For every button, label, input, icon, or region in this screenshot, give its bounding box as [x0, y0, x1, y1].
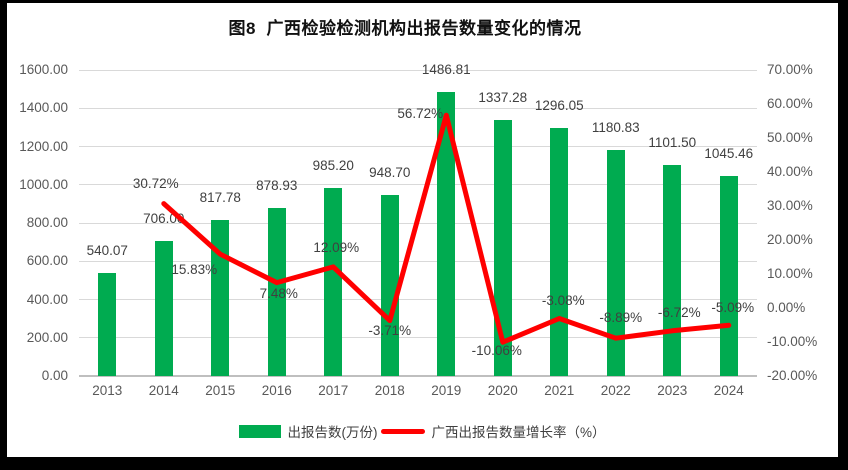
x-axis-line — [79, 375, 757, 377]
bar-value-label: 878.93 — [256, 177, 298, 193]
frame-left-border — [0, 0, 7, 470]
frame-right-border — [838, 0, 848, 470]
bar-2016 — [267, 207, 286, 376]
y-axis-left-tick-label: 600.00 — [26, 253, 68, 269]
legend-item: 广西出报告数量增长率（%） — [381, 421, 606, 441]
y-axis-left-tick-label: 800.00 — [26, 215, 68, 230]
bar-2023 — [663, 165, 682, 376]
bar-2013 — [98, 272, 117, 376]
y-axis-left-tick-label: 0.00 — [41, 368, 68, 383]
gridline — [79, 260, 757, 262]
gridline — [79, 184, 757, 186]
x-axis-label-2021: 2021 — [544, 383, 575, 398]
y-axis-right-tick-label: 10.00% — [767, 266, 813, 281]
y-axis-right-tick-label: -10.00% — [767, 334, 818, 349]
x-axis-label-2019: 2019 — [431, 383, 462, 398]
line-value-label: -8.89% — [599, 310, 643, 326]
line-value-label: 15.83% — [171, 262, 218, 278]
x-axis-label-2013: 2013 — [92, 383, 123, 398]
y-axis-right-tick-label: 0.00% — [767, 300, 806, 315]
line-value-label: -3.71% — [368, 322, 412, 338]
y-axis-left-tick-label: 400.00 — [26, 291, 68, 307]
gridline — [79, 107, 757, 109]
frame-top-border — [0, 0, 848, 3]
bar-value-label: 540.07 — [86, 242, 128, 258]
bar-value-label: 1296.05 — [534, 98, 584, 114]
chart-title: 图8 广西检验检测机构出报告数量变化的情况 — [228, 19, 582, 38]
y-axis-left-tick-label: 1000.00 — [19, 176, 68, 192]
line-value-label: -5.09% — [711, 300, 755, 316]
bar-2022 — [606, 150, 625, 376]
x-axis-label-2024: 2024 — [713, 383, 744, 398]
x-axis-label-2018: 2018 — [374, 383, 405, 398]
y-axis-right-tick-label: 30.00% — [767, 198, 813, 213]
bar-value-label: 1101.50 — [648, 135, 697, 151]
x-axis-label-2015: 2015 — [205, 383, 236, 398]
legend-bar-swatch-icon — [239, 424, 282, 438]
x-axis-label-2023: 2023 — [657, 383, 688, 398]
x-axis-label-2016: 2016 — [261, 383, 292, 398]
bar-value-label: 1486.81 — [421, 61, 471, 77]
frame-bottom-border — [0, 457, 848, 470]
y-axis-right-tick-label: 20.00% — [767, 232, 813, 247]
legend-line-swatch-icon — [381, 428, 426, 434]
bar-value-label: 948.70 — [369, 164, 411, 180]
bar-2014 — [154, 240, 173, 376]
bar-value-label: 1180.83 — [591, 120, 640, 136]
bar-2017 — [324, 187, 343, 376]
y-axis-right-tick-label: 70.00% — [767, 62, 813, 77]
line-value-label: 56.72% — [397, 106, 444, 122]
legend-item: 出报告数(万份) — [239, 421, 377, 441]
line-value-label: 30.72% — [132, 175, 179, 191]
y-axis-right-tick-label: -20.00% — [767, 368, 818, 383]
bar-value-label: 985.20 — [312, 157, 354, 173]
y-axis-left-tick-label: 1600.00 — [19, 62, 68, 77]
y-axis-right-tick-label: 60.00% — [767, 96, 813, 111]
chart-legend: 出报告数(万份) 广西出报告数量增长率（%） — [7, 421, 838, 441]
y-axis-right-tick-label: 40.00% — [767, 164, 813, 179]
line-value-label: -6.72% — [657, 304, 701, 320]
bar-value-label: 1045.46 — [704, 146, 754, 162]
gridline — [79, 146, 757, 147]
bar-2020 — [493, 120, 512, 376]
legend-label: 广西出报告数量增长率（%） — [431, 425, 606, 440]
gridline — [79, 69, 757, 71]
growth-rate-line — [161, 112, 732, 345]
bar-value-label: 1337.28 — [478, 90, 528, 106]
x-axis-label-2020: 2020 — [487, 383, 518, 398]
gridline — [79, 299, 757, 300]
line-value-label: -10.06% — [471, 343, 522, 359]
legend-label: 出报告数(万份) — [287, 425, 378, 440]
x-axis-label-2022: 2022 — [600, 383, 631, 398]
y-axis-left-tick-label: 1200.00 — [19, 138, 68, 154]
y-axis-left-tick-label: 1400.00 — [19, 100, 68, 116]
bar-2021 — [550, 128, 569, 376]
x-axis-label-2014: 2014 — [148, 383, 179, 398]
bar-2018 — [380, 194, 399, 376]
y-axis-right-tick-label: 50.00% — [767, 130, 813, 145]
x-axis-label-2017: 2017 — [318, 383, 349, 398]
line-value-label: 7.48% — [259, 285, 298, 301]
line-value-label: -3.08% — [541, 293, 585, 309]
line-value-label: 12.09% — [313, 239, 360, 255]
bar-2019 — [437, 91, 456, 376]
y-axis-left-tick-label: 200.00 — [26, 329, 68, 345]
gridline — [79, 337, 757, 339]
bar-value-label: 817.78 — [199, 189, 241, 205]
